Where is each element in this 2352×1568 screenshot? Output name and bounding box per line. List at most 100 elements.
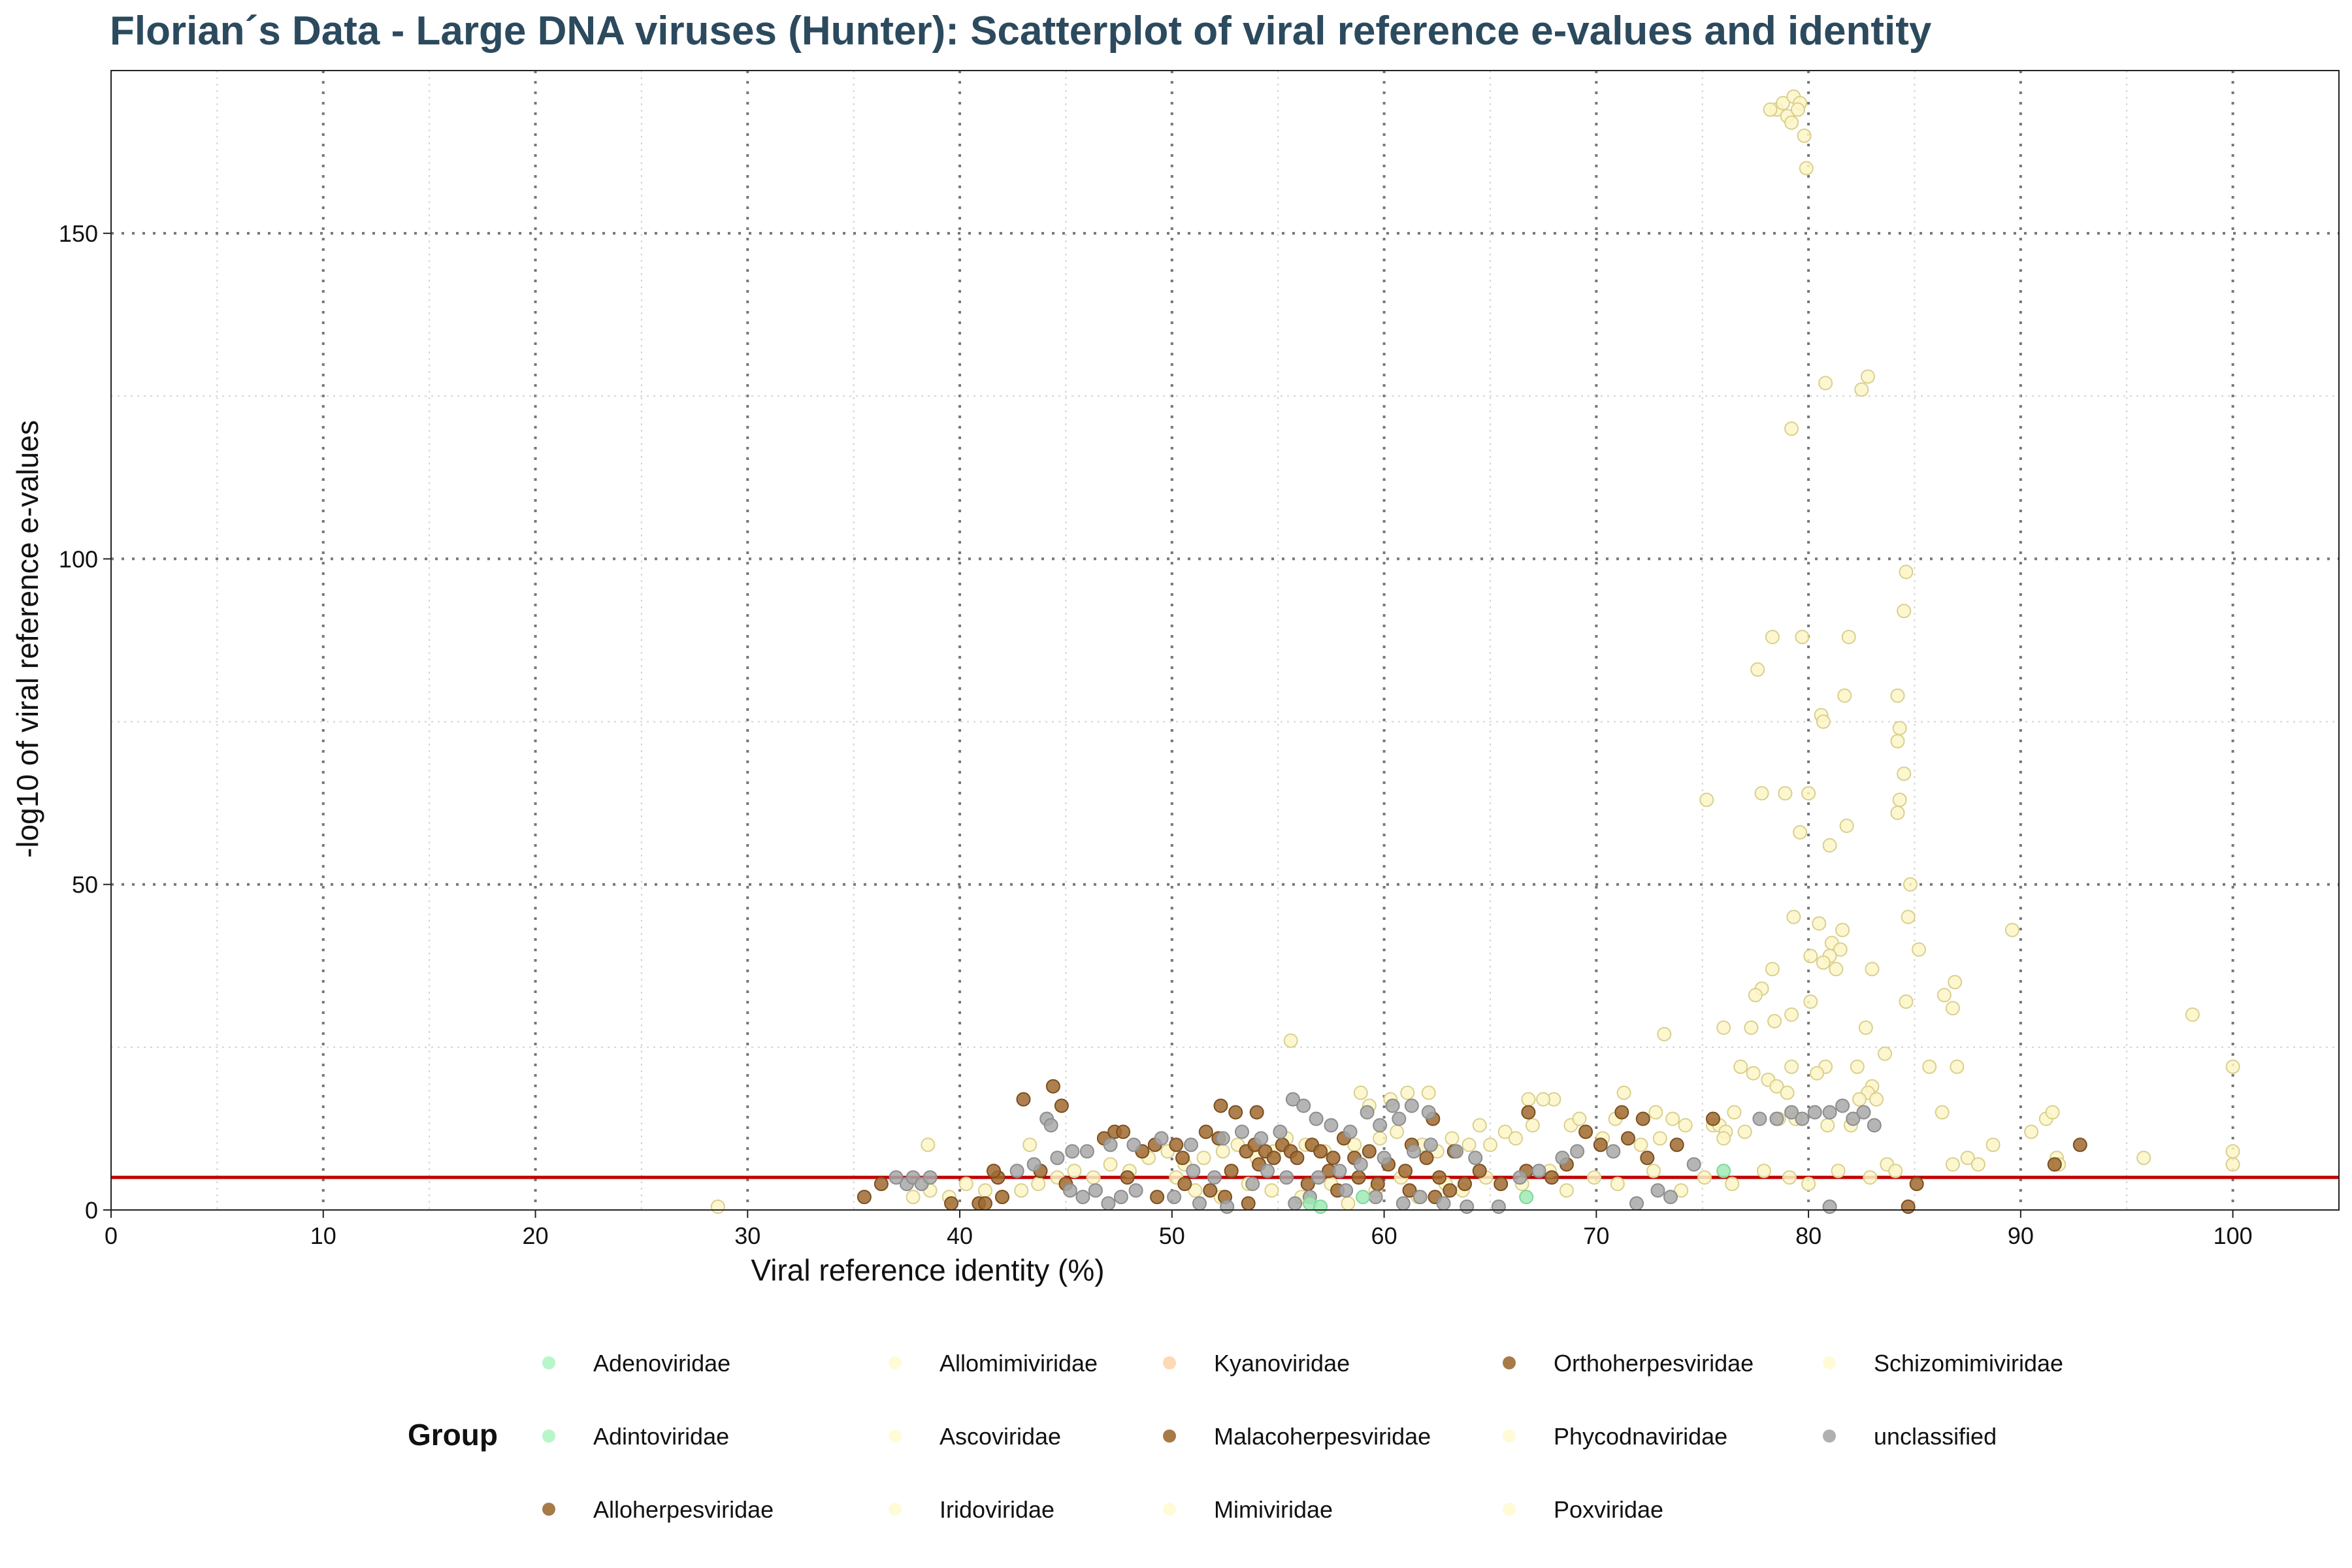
data-point [1445, 1131, 1460, 1146]
data-point [1765, 962, 1780, 977]
data-point [1351, 1170, 1366, 1185]
data-point [1175, 1151, 1190, 1166]
data-point [1837, 688, 1852, 703]
data-point [1385, 1098, 1400, 1113]
data-point [1846, 1111, 1861, 1126]
data-point [1833, 942, 1848, 957]
legend-item: Adenoviridae [542, 1350, 730, 1377]
data-point [1273, 1124, 1288, 1139]
data-point [1377, 1151, 1392, 1166]
data-point [1854, 382, 1869, 397]
legend-item: Malacoherpesviridae [1163, 1423, 1431, 1450]
data-point [1203, 1183, 1218, 1198]
data-point [1525, 1118, 1540, 1133]
data-point [1629, 1196, 1644, 1211]
data-point [1674, 1183, 1689, 1198]
data-point [1706, 1111, 1720, 1126]
data-point [1126, 1137, 1141, 1152]
data-point [978, 1196, 992, 1211]
y-tick-label: 50 [72, 872, 98, 898]
legend-item: Orthoherpesviridae [1503, 1350, 1754, 1377]
legend-swatch [1163, 1429, 1176, 1443]
data-point [1421, 1085, 1436, 1100]
data-point [2024, 1124, 2039, 1139]
data-point [2225, 1157, 2240, 1172]
data-point [1285, 1092, 1300, 1107]
data-point [1186, 1164, 1201, 1179]
data-point [1831, 1164, 1846, 1179]
data-point [1224, 1164, 1239, 1179]
data-point [1462, 1137, 1477, 1152]
legend-label: unclassified [1874, 1423, 1997, 1450]
data-point [1413, 1190, 1428, 1205]
legend-swatch [1503, 1356, 1516, 1369]
data-point [1332, 1164, 1347, 1179]
data-point [1353, 1085, 1368, 1100]
data-point [1765, 630, 1780, 644]
data-point [1856, 1105, 1871, 1120]
data-point [889, 1170, 904, 1185]
data-point [1716, 1021, 1731, 1035]
data-point [1101, 1196, 1116, 1211]
y-tick-label: 150 [59, 220, 98, 247]
data-point [1043, 1118, 1058, 1133]
data-point [1472, 1118, 1487, 1133]
legend-title: Group [408, 1418, 498, 1452]
data-point [1339, 1183, 1354, 1198]
data-point [1497, 1124, 1512, 1139]
data-point [1782, 1170, 1797, 1185]
data-point [1725, 1177, 1740, 1192]
legend-swatch [542, 1429, 555, 1443]
data-point [1801, 786, 1816, 801]
data-point [1606, 1144, 1621, 1159]
data-point [1752, 1111, 1767, 1126]
data-point [1793, 825, 1808, 840]
data-point [1784, 421, 1799, 436]
data-point [1852, 1092, 1867, 1107]
data-point [2047, 1157, 2062, 1172]
legend-label: Phycodnaviridae [1554, 1423, 1727, 1450]
data-point [1733, 1059, 1748, 1074]
data-point [1922, 1059, 1937, 1074]
data-point [1062, 1183, 1077, 1198]
data-point [1245, 1177, 1260, 1192]
data-point [1508, 1131, 1523, 1146]
data-point [1897, 604, 1912, 619]
data-point [1468, 1151, 1483, 1166]
data-point [1665, 1111, 1680, 1126]
data-point [1443, 1183, 1458, 1198]
legend-swatch [1503, 1503, 1516, 1516]
data-point [1948, 975, 1963, 990]
data-point [1065, 1144, 1080, 1159]
data-point [1839, 819, 1854, 833]
legend-item: unclassified [1823, 1423, 1997, 1450]
y-tick-label: 0 [85, 1197, 98, 1224]
data-point [1241, 1196, 1256, 1211]
data-point [1784, 115, 1799, 130]
data-point [1392, 1111, 1407, 1126]
data-point [1909, 1177, 1924, 1192]
data-point [1786, 909, 1801, 924]
data-point [2045, 1105, 2060, 1120]
data-point [1901, 1200, 1916, 1214]
data-point [1264, 1183, 1279, 1198]
data-point [1167, 1190, 1182, 1205]
data-point [906, 1190, 921, 1205]
data-point [1192, 1196, 1207, 1211]
data-point [1912, 942, 1926, 957]
data-point [2225, 1144, 2240, 1159]
data-point [1899, 994, 1914, 1009]
data-point [1407, 1144, 1421, 1159]
data-point [1326, 1151, 1341, 1166]
data-point [921, 1137, 936, 1152]
data-point [1188, 1183, 1203, 1198]
data-point [1778, 786, 1793, 801]
data-point [1816, 714, 1831, 729]
legend-label: Schizomimiviridae [1874, 1350, 2063, 1377]
x-tick-label: 30 [734, 1222, 760, 1249]
data-point [1398, 1164, 1413, 1179]
data-point [1220, 1200, 1235, 1214]
data-point [1750, 662, 1765, 677]
data-point [1797, 128, 1812, 143]
